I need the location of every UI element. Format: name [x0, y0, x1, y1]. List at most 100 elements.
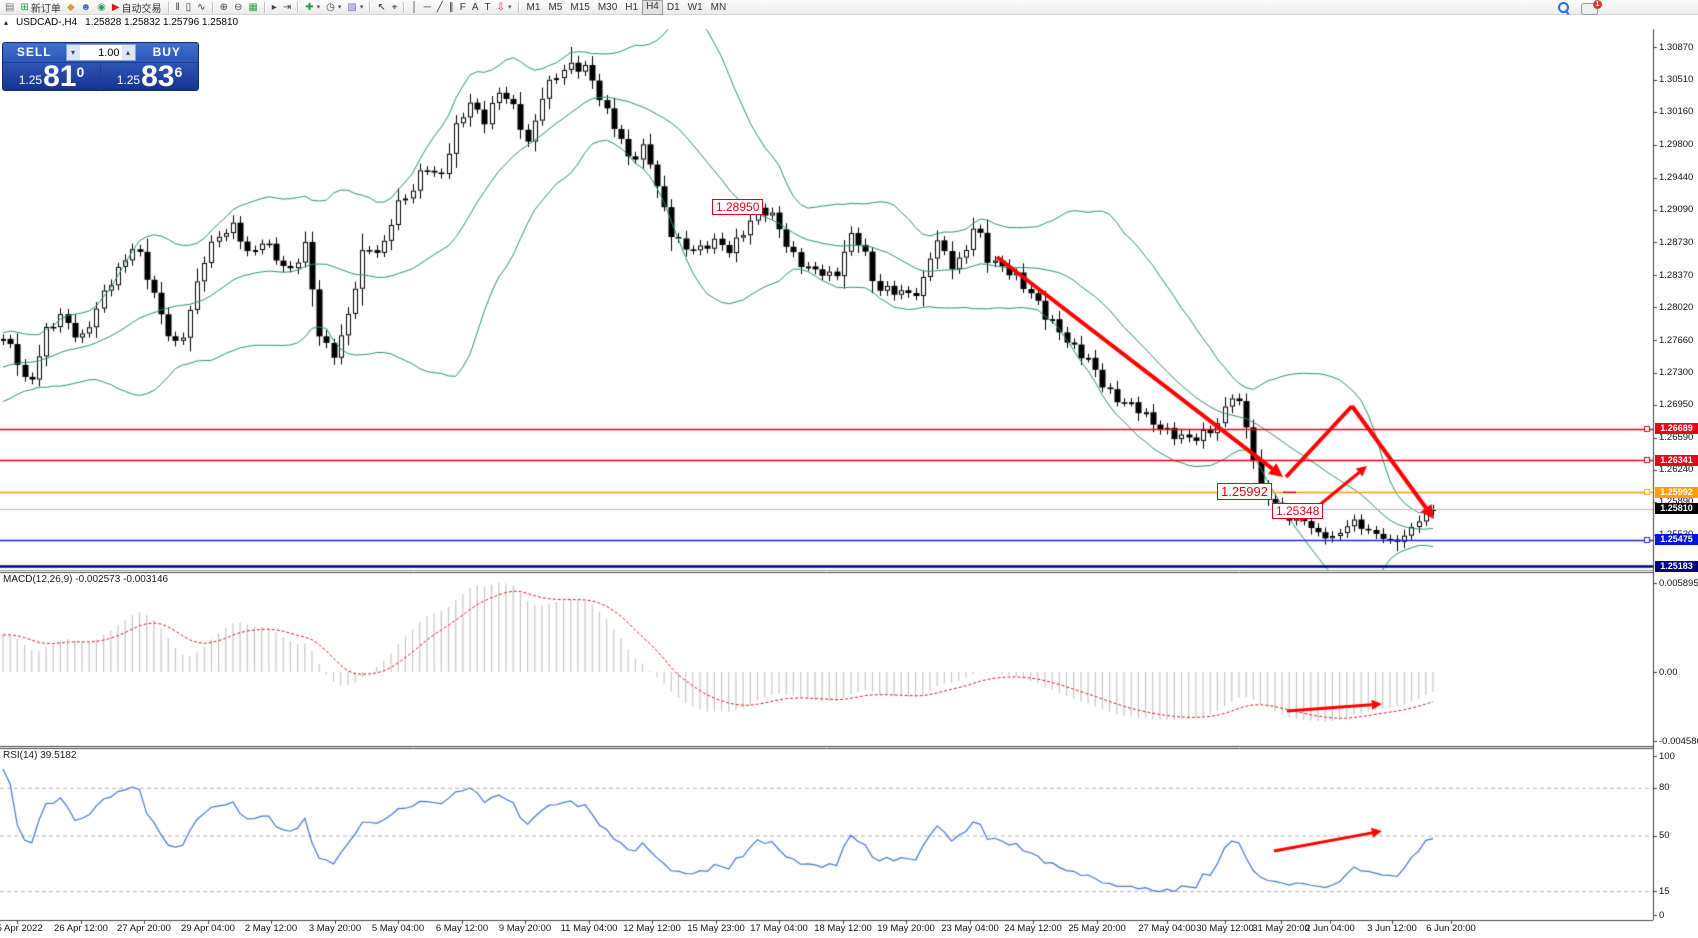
periods-button[interactable]: ◷ ▾	[323, 1, 344, 14]
channel-button[interactable]: ∥	[446, 1, 457, 14]
symbol-icon: ▴	[4, 17, 9, 27]
candlestick-chart-button[interactable]: ▯	[183, 1, 195, 14]
vertical-line-icon: │	[411, 1, 418, 13]
sell-price[interactable]: 1.25 81 0	[3, 60, 100, 93]
toolbar-separator	[263, 1, 266, 13]
toolbar-separator	[211, 1, 214, 13]
buy-button[interactable]: BUY	[152, 45, 181, 59]
volume-decrease-button[interactable]: ▾	[66, 45, 80, 60]
text-label-button[interactable]: T	[482, 1, 494, 14]
arrows-icon: ⇩	[496, 1, 506, 13]
tile-windows-icon: ▦	[248, 1, 258, 13]
chevron-down-icon: ▾	[359, 4, 364, 11]
autotrading-button[interactable]: ▶ 自动交易	[109, 1, 165, 15]
arrows-button[interactable]: ⇩ ▾	[494, 1, 515, 14]
timeframe-m30-button[interactable]: M30	[597, 1, 618, 13]
main-toolbar: ▤ ⊞ 新订单 ◆ ☻ ◉ ▶ 自动交易 ‖ ▯ ∿ ⊕ ⊖ ▦ ▸ ⇥ ✚ ▾ ◷ ▾ ▧ ▾ ↖ ⌖ │ ─ ╱ ∥ F A T ⇩ ▾ M1…	[0, 0, 1698, 15]
search-icon[interactable]	[1557, 1, 1571, 15]
timeframe-m1-button[interactable]: M1	[526, 1, 541, 13]
chevron-down-icon: ▾	[508, 4, 512, 11]
sell-price-base: 1.25	[18, 73, 43, 87]
line-chart-icon: ∿	[197, 1, 206, 13]
cursor-button[interactable]: ↖	[374, 1, 388, 14]
auto-scroll-icon: ▸	[271, 1, 277, 13]
channel-icon: ∥	[448, 1, 454, 13]
buy-price-base: 1.25	[116, 73, 141, 87]
buy-price[interactable]: 1.25 83 6	[101, 60, 198, 93]
autotrading-button-label: 自动交易	[121, 3, 162, 15]
volume-increase-button[interactable]: ▴	[121, 45, 135, 60]
horizontal-line-icon: ─	[423, 1, 431, 13]
line-chart-button[interactable]: ∿	[194, 1, 208, 14]
crosshair-icon: ⌖	[391, 1, 398, 13]
buy-price-big: 83	[141, 60, 175, 93]
toolbar-separator	[297, 1, 300, 13]
timeframe-d1-button[interactable]: D1	[666, 1, 680, 13]
signals-icon[interactable]: ◉	[94, 1, 109, 14]
zoom-in-button[interactable]: ⊕	[217, 1, 231, 14]
notifications-icon[interactable]: 1	[1581, 0, 1602, 15]
toolbar-separator	[403, 1, 406, 13]
bar-chart-button[interactable]: ‖	[173, 1, 183, 14]
toolbar-separator	[369, 1, 372, 13]
autotrading-icon: ▶	[111, 1, 120, 13]
timeframe-h4-button[interactable]: H4	[642, 0, 663, 15]
timeframe-h1-button[interactable]: H1	[625, 1, 639, 13]
auto-scroll-button[interactable]: ▸	[269, 1, 280, 14]
trendline-icon: ╱	[436, 1, 443, 13]
indicators-button[interactable]: ✚ ▾	[302, 1, 323, 14]
notification-badge: 1	[1593, 0, 1602, 9]
ohlc-values: 1.25828 1.25832 1.25796 1.25810	[85, 16, 239, 28]
templates-icon: ▧	[347, 1, 357, 13]
sell-price-sup: 0	[76, 64, 85, 80]
signals-icon-icon: ◉	[97, 1, 106, 13]
chart-window-icon[interactable]: ▤	[2, 1, 17, 14]
vertical-line-button[interactable]: │	[408, 1, 420, 14]
timeframe-w1-button[interactable]: W1	[687, 1, 703, 13]
tile-windows-button[interactable]: ▦	[245, 1, 260, 14]
templates-button[interactable]: ▧ ▾	[344, 1, 366, 14]
timeframe-m5-button[interactable]: M5	[548, 1, 563, 13]
horizontal-line-button[interactable]: ─	[421, 1, 434, 14]
timeframe-mn-button[interactable]: MN	[710, 1, 727, 13]
indicators-icon: ✚	[305, 1, 314, 13]
fibonacci-button[interactable]: F	[457, 1, 469, 14]
text-label-icon: T	[484, 1, 491, 13]
crosshair-button[interactable]: ⌖	[389, 1, 401, 14]
bar-chart-icon: ‖	[175, 1, 180, 13]
text-button[interactable]: A	[469, 1, 482, 14]
chart-shift-button[interactable]: ⇥	[280, 1, 294, 14]
zoom-out-button[interactable]: ⊖	[231, 1, 245, 14]
fibonacci-icon: F	[459, 1, 466, 13]
symbol-period-label: USDCAD-,H4	[16, 16, 78, 28]
community-icon[interactable]: ☻	[78, 1, 95, 14]
toolbar-separator	[167, 1, 170, 13]
toolbar-separator	[517, 1, 520, 13]
market-icon[interactable]: ◆	[64, 1, 78, 14]
chevron-down-icon: ▾	[337, 4, 342, 11]
zoom-in-icon: ⊕	[219, 1, 228, 13]
chart-window-icon-icon: ▤	[5, 1, 15, 13]
symbol-info-bar: ▴ USDCAD-,H4 1.25828 1.25832 1.25796 1.2…	[0, 15, 1698, 29]
chevron-down-icon: ▾	[316, 4, 321, 11]
zoom-out-icon: ⊖	[233, 1, 243, 13]
new-order-icon: ⊞	[20, 1, 29, 13]
periods-icon: ◷	[326, 1, 335, 13]
cursor-icon: ↖	[377, 1, 386, 13]
sell-button[interactable]: SELL	[16, 45, 52, 59]
sell-price-big: 81	[43, 60, 77, 93]
candlestick-chart-icon: ▯	[185, 1, 192, 13]
market-icon-icon: ◆	[66, 1, 75, 13]
trendline-button[interactable]: ╱	[434, 1, 446, 14]
buy-price-sup: 6	[174, 64, 183, 80]
volume-stepper: ▾ ▴	[65, 44, 136, 61]
text-icon: A	[471, 1, 479, 13]
timeframe-m15-button[interactable]: M15	[570, 1, 590, 13]
new-order-button[interactable]: ⊞ 新订单	[17, 1, 63, 15]
chart-shift-icon: ⇥	[282, 1, 292, 13]
volume-input[interactable]	[79, 46, 122, 59]
community-icon-icon: ☻	[80, 1, 92, 13]
